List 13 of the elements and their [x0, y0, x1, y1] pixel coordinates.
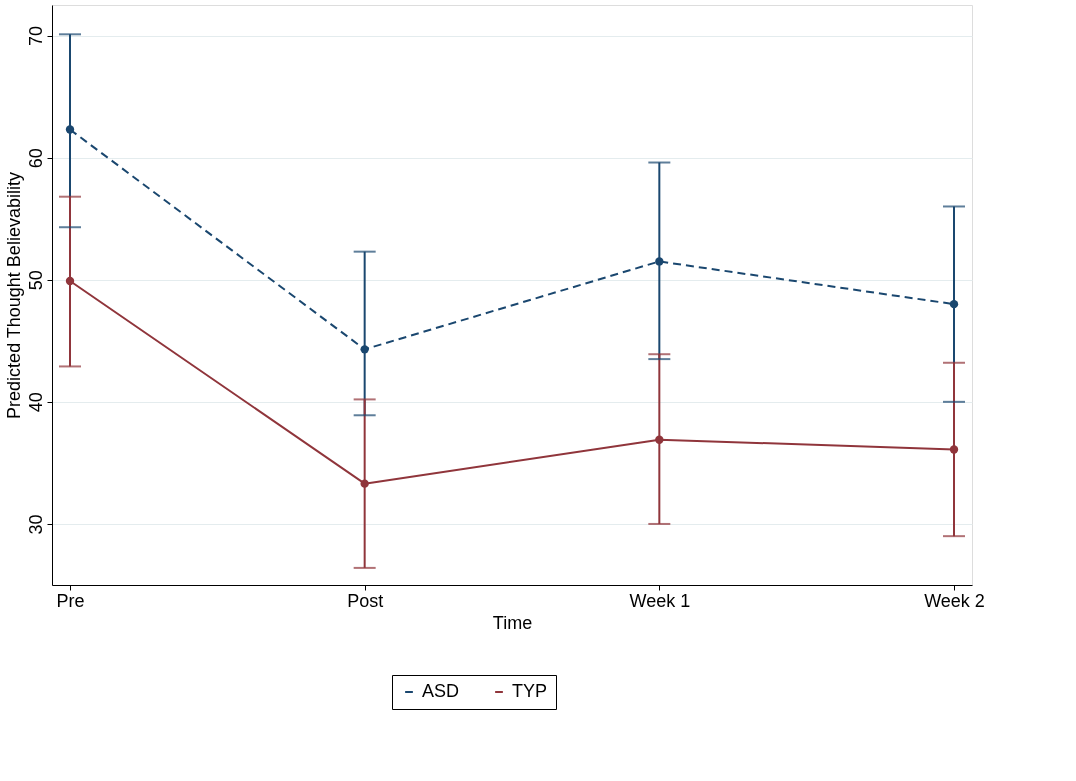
x-tick-label: Pre	[56, 590, 85, 611]
x-tick-label: Week 2	[924, 590, 985, 611]
y-tick-label: 50	[25, 270, 46, 291]
x-tick-label: Week 1	[629, 590, 691, 611]
legend-label: TYP	[512, 681, 548, 701]
y-tick-label: 40	[25, 392, 46, 413]
legend-label: ASD	[422, 681, 460, 701]
x-axis-title: Time	[492, 612, 533, 633]
y-tick-label: 70	[25, 26, 46, 47]
x-tick-label: Post	[347, 590, 384, 611]
y-tick-label: 60	[25, 148, 46, 169]
y-tick-label: 30	[25, 514, 46, 535]
y-axis-title: Predicted Thought Believability	[3, 172, 24, 419]
